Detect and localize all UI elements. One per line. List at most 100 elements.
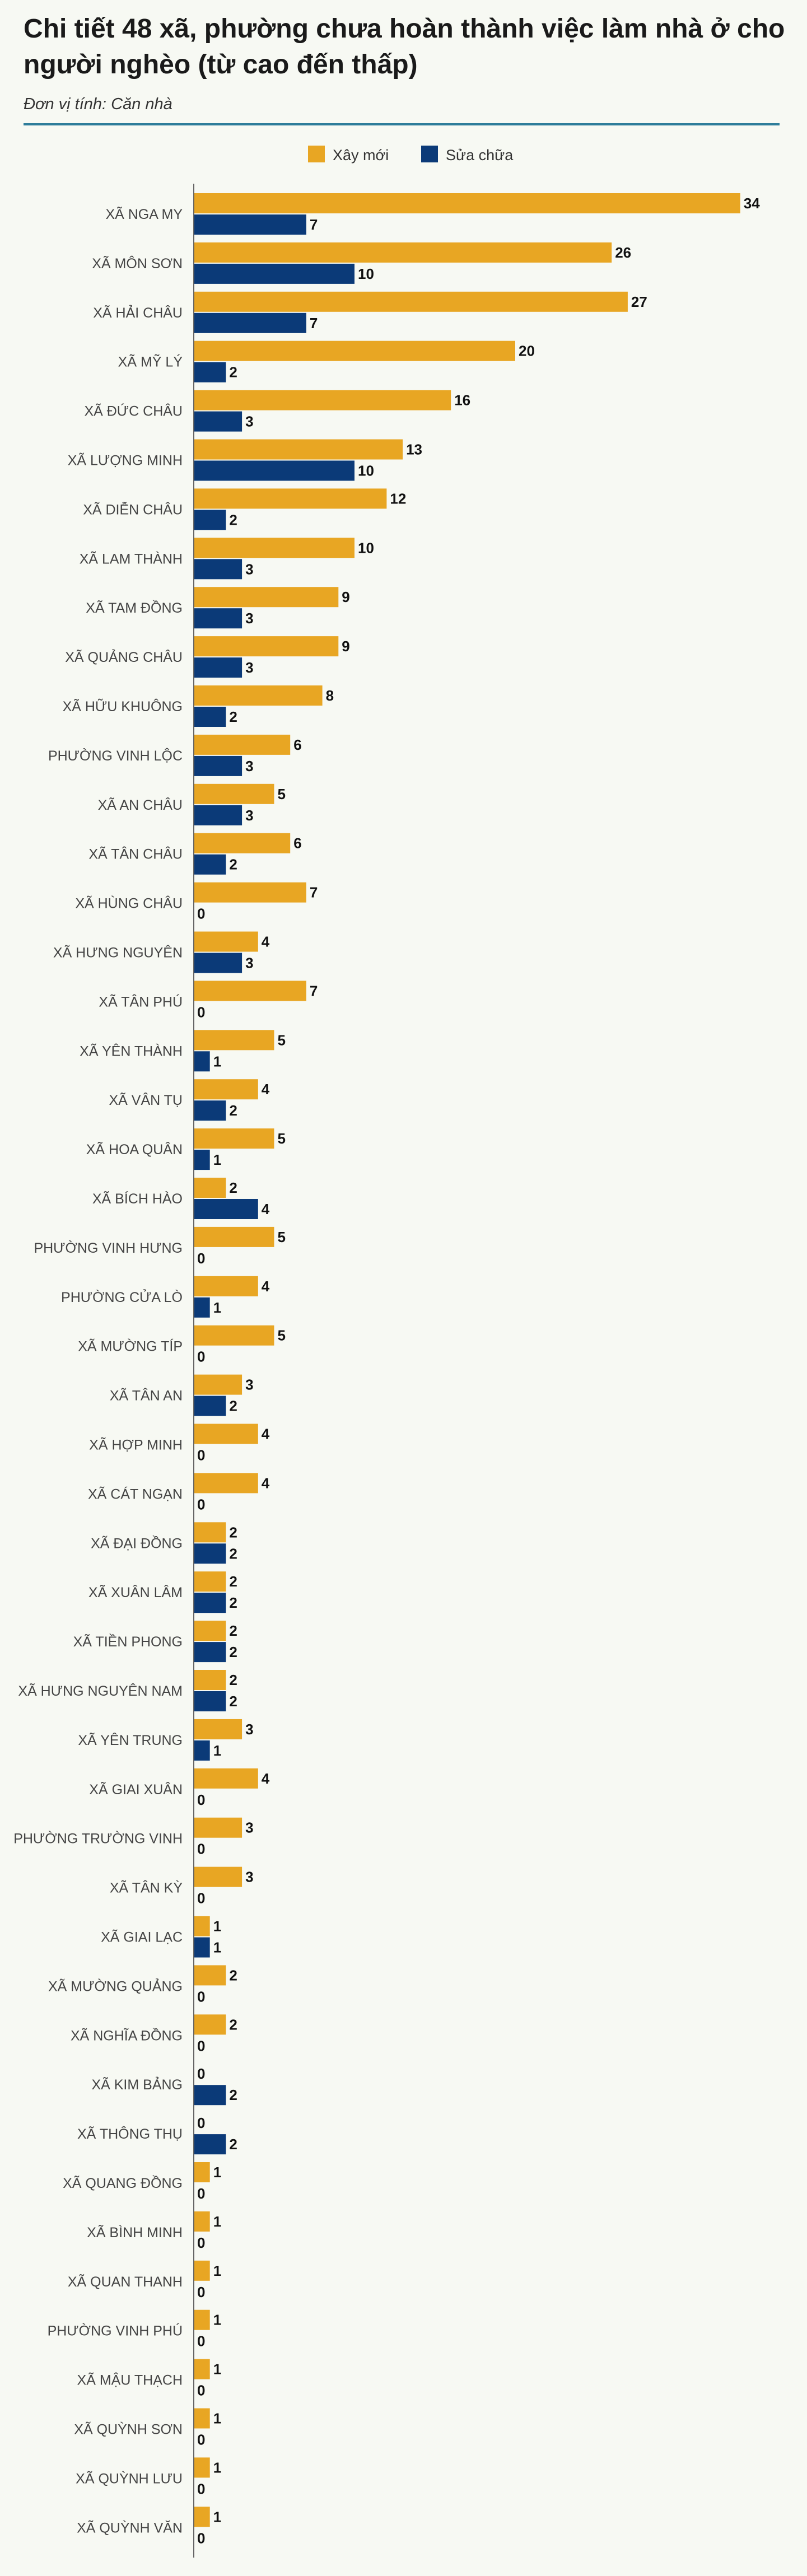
value-label: 0 — [197, 2185, 205, 2202]
bar-new — [194, 1768, 258, 1789]
value-label: 2 — [229, 2136, 237, 2153]
category-row: XÃ NGHĨA ĐỒNG 2 0 — [71, 2014, 237, 2054]
value-label: 2 — [229, 1672, 237, 1688]
category-label: XÃ LƯỢNG MINH — [68, 452, 183, 469]
bar-new — [194, 291, 628, 312]
bar-new — [194, 1374, 242, 1395]
bar-repair — [194, 411, 242, 432]
category-row: XÃ XUÂN LÂM 2 2 — [88, 1571, 237, 1613]
value-label: 1 — [213, 1742, 221, 1759]
value-label: 3 — [245, 758, 253, 774]
category-label: PHƯỜNG VINH LỘC — [48, 748, 183, 764]
value-label: 0 — [197, 1250, 205, 1267]
value-label: 2 — [229, 1693, 237, 1710]
bar-repair — [194, 510, 226, 530]
value-label: 4 — [262, 1426, 270, 1443]
value-label: 2 — [229, 708, 237, 725]
category-row: XÃ HẢI CHÂU 27 7 — [93, 291, 647, 333]
bar-repair — [194, 2134, 226, 2155]
value-label: 5 — [278, 1229, 286, 1245]
bar-new — [194, 2014, 226, 2035]
value-label: 2 — [229, 1967, 237, 1984]
category-label: PHƯỜNG VINH HƯNG — [34, 1240, 183, 1256]
category-label: XÃ BÌNH MINH — [87, 2224, 183, 2241]
bar-repair — [194, 1051, 210, 1072]
value-label: 2 — [229, 2016, 237, 2033]
category-row: PHƯỜNG VINH LỘC 6 3 — [48, 734, 302, 776]
value-label: 9 — [342, 589, 349, 605]
bar-new — [194, 1128, 274, 1149]
category-row: XÃ KIM BẢNG 0 2 — [91, 2065, 237, 2106]
value-label: 6 — [293, 835, 301, 852]
bar-new — [194, 882, 306, 903]
bar-repair — [194, 1199, 258, 1219]
value-label: 0 — [197, 2480, 205, 2497]
category-label: PHƯỜNG VINH PHÚ — [48, 2323, 183, 2339]
value-label: 0 — [197, 2065, 205, 2082]
value-label: 2 — [229, 1545, 237, 1562]
value-label: 3 — [245, 413, 253, 430]
category-row: XÃ HƯNG NGUYÊN 43 — [53, 931, 270, 973]
bar-new — [194, 439, 403, 460]
legend-label: Xây mới — [333, 147, 389, 164]
category-label: XÃ TÂN PHÚ — [99, 993, 183, 1010]
bar-repair — [194, 312, 306, 333]
category-row: XÃ MẬU THẠCH 10 — [77, 2359, 221, 2399]
bar-repair — [194, 854, 226, 875]
bar-new — [194, 833, 291, 853]
value-label: 4 — [262, 1081, 270, 1098]
bar-repair — [194, 707, 226, 727]
value-label: 2 — [229, 1398, 237, 1415]
value-label: 3 — [245, 1376, 253, 1393]
bar-repair — [194, 608, 242, 629]
value-label: 0 — [197, 2284, 205, 2300]
bar-new — [194, 981, 306, 1001]
bar-new — [194, 2359, 210, 2379]
value-label: 2 — [229, 1594, 237, 1611]
value-label: 0 — [197, 2382, 205, 2399]
value-label: 0 — [197, 2432, 205, 2448]
value-label: 7 — [310, 884, 318, 901]
bar-new — [194, 1424, 258, 1444]
value-label: 3 — [245, 610, 253, 627]
category-label: XÃ HƯNG NGUYÊN NAM — [18, 1683, 183, 1699]
bar-repair — [194, 1740, 210, 1761]
bar-new — [194, 2211, 210, 2232]
bar-new — [194, 685, 323, 706]
category-row: XÃ HÙNG CHÂU 7 0 — [75, 882, 318, 922]
bar-repair — [194, 559, 242, 580]
category-label: XÃ MẬU THẠCH — [77, 2372, 183, 2388]
category-row: PHƯỜNG VINH PHÚ 10 — [48, 2309, 221, 2350]
value-label: 1 — [213, 2361, 221, 2378]
value-label: 0 — [197, 1496, 205, 1513]
category-row: XÃ ĐẠI ĐỒNG 2 2 — [91, 1522, 237, 1564]
category-label: XÃ QUANG ĐỒNG — [63, 2174, 183, 2191]
bar-new — [194, 783, 274, 804]
category-row: XÃ LƯỢNG MINH 13 10 — [68, 439, 422, 481]
value-label: 1 — [213, 1918, 221, 1935]
value-label: 4 — [262, 1474, 270, 1491]
bar-new — [194, 1965, 226, 1986]
category-row: PHƯỜNG VINH HƯNG 5 0 — [34, 1226, 286, 1267]
category-row: XÃ TÂN KỲ 3 0 — [110, 1866, 254, 1907]
bar-repair — [194, 1150, 210, 1170]
value-label: 1 — [213, 2312, 221, 2328]
category-row: XÃ LAM THÀNH 10 3 — [80, 538, 374, 580]
bar-new — [194, 538, 354, 558]
value-label: 2 — [229, 2087, 237, 2103]
category-row: XÃ QUAN THANH 10 — [68, 2260, 221, 2300]
bar-repair — [194, 1297, 210, 1318]
category-label: XÃ BÍCH HÀO — [92, 1191, 183, 1207]
category-label: XÃ AN CHÂU — [98, 797, 183, 813]
bar-new — [194, 1670, 226, 1690]
legend-swatch — [421, 146, 438, 162]
bar-new — [194, 587, 339, 608]
value-label: 20 — [519, 343, 535, 360]
bar-new — [194, 2457, 210, 2478]
value-label: 5 — [278, 1130, 286, 1147]
value-label: 26 — [615, 244, 631, 261]
bar-repair — [194, 1396, 226, 1416]
category-row: XÃ THÔNG THỤ 0 2 — [77, 2115, 237, 2155]
value-label: 27 — [631, 293, 647, 310]
value-label: 1 — [213, 2213, 221, 2230]
